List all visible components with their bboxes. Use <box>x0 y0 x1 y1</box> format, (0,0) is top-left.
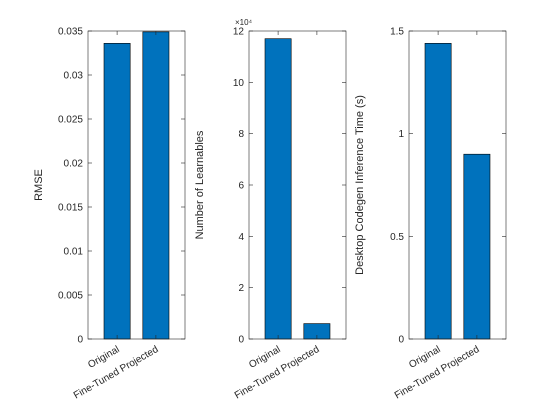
y-tick-label: 0.03 <box>64 71 84 82</box>
y-tick-label: 0.02 <box>64 159 84 170</box>
bar-fine-tuned-projected <box>142 31 170 340</box>
y-axis-label: Desktop Codegen Inference Time (s) <box>354 95 366 275</box>
y-tick-label: 8 <box>238 129 244 140</box>
y-tick-label: 10 <box>233 78 245 89</box>
axes-box <box>248 30 347 340</box>
bar-fine-tuned-projected <box>463 153 491 340</box>
y-tick-label: 2 <box>238 283 244 294</box>
bar-original <box>264 38 292 340</box>
y-tick-label: 1 <box>398 129 404 140</box>
y-tick-label: 0.035 <box>58 27 83 38</box>
y-tick-label: 0.015 <box>58 203 83 214</box>
y-tick-label: 4 <box>238 232 244 243</box>
y-tick-label: 0.005 <box>58 291 83 302</box>
bar-original <box>103 43 131 340</box>
y-tick-label: 0.5 <box>390 232 404 243</box>
bar-original <box>424 43 452 340</box>
y-tick-label: 0 <box>77 335 83 346</box>
axes-box <box>87 30 186 340</box>
y-axis-label: RMSE <box>33 169 45 201</box>
y-tick-label: 12 <box>233 27 245 38</box>
chart-panel-1: 00.0050.010.0150.020.0250.030.035Origina… <box>33 27 186 401</box>
y-tick-label: 0 <box>398 335 404 346</box>
y-tick-label: 6 <box>238 181 244 192</box>
y-tick-label: 1.5 <box>390 27 404 38</box>
y-tick-label: 0 <box>238 335 244 346</box>
axes-box <box>408 30 507 340</box>
y-axis-exponent: ×10⁴ <box>235 18 253 27</box>
y-axis-label: Number of Learnables <box>194 130 206 239</box>
y-tick-label: 0.01 <box>64 247 84 258</box>
y-tick-label: 0.025 <box>58 115 83 126</box>
